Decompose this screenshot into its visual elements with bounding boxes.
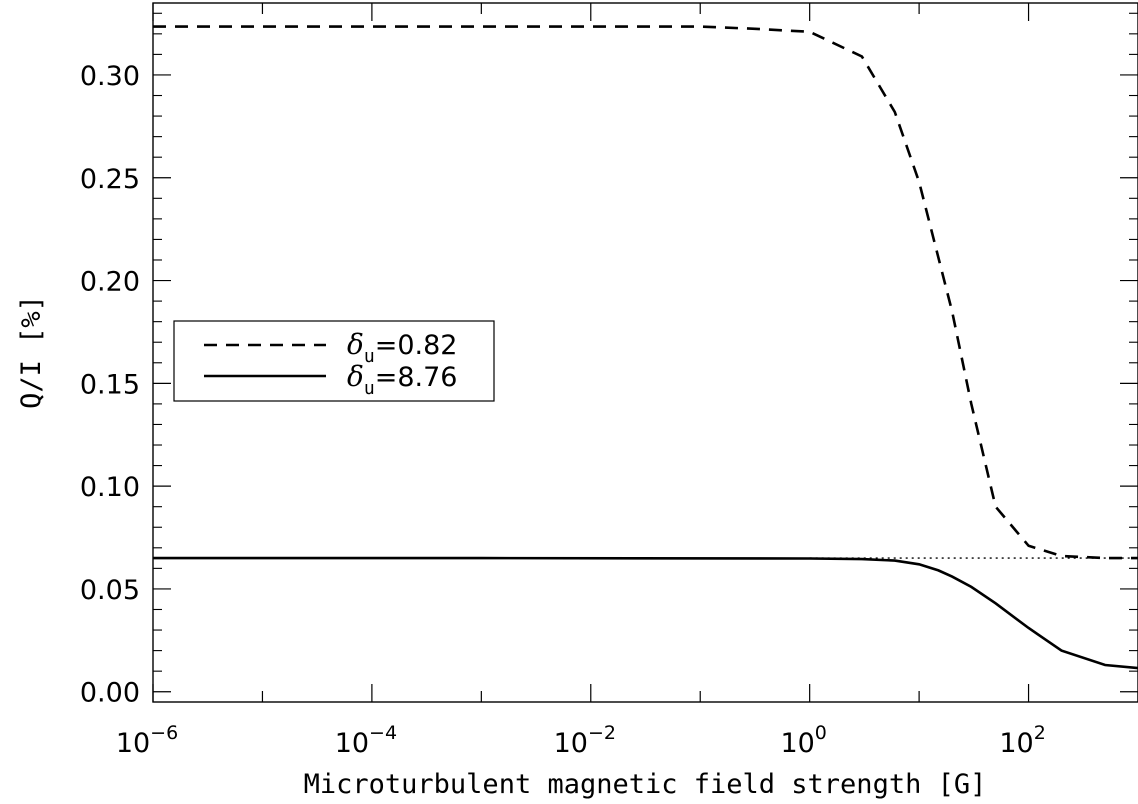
y-axis-title: Q/I [%] bbox=[16, 295, 47, 409]
x-tick-label: 100 bbox=[780, 722, 826, 759]
series-line-solid bbox=[153, 556, 1138, 670]
x-tick-label: 10−4 bbox=[335, 722, 397, 759]
x-axis-title: Microturbulent magnetic field strength [… bbox=[304, 769, 987, 800]
y-tick-label: 0.05 bbox=[80, 575, 140, 606]
y-tick-label: 0.30 bbox=[80, 61, 140, 92]
y-tick-label: 0.25 bbox=[80, 164, 140, 195]
series-line-dashed bbox=[153, 25, 1138, 560]
y-tick-label: 0.10 bbox=[80, 472, 140, 503]
x-tick-label: 102 bbox=[999, 722, 1045, 759]
axis-ticks bbox=[152, 3, 1138, 702]
y-tick-label: 0.20 bbox=[80, 267, 140, 298]
legend-box bbox=[173, 320, 495, 402]
plot-frame bbox=[152, 2, 1138, 703]
y-tick-label: 0.15 bbox=[80, 369, 140, 400]
legend-label-1: δu=8.76 bbox=[347, 360, 457, 399]
legend: δu=0.82 δu=8.76 bbox=[173, 320, 495, 402]
y-tick-label: 0.00 bbox=[80, 678, 140, 709]
series-layer bbox=[153, 25, 1138, 670]
axis-tick-labels: 10−6 10−4 10−2 100 102 0.00 0.05 0.10 0.15 0.20 0.… bbox=[80, 61, 1046, 759]
legend-label-0: δu=0.82 bbox=[347, 328, 457, 367]
x-tick-label: 10−6 bbox=[116, 722, 178, 759]
x-tick-label: 10−2 bbox=[554, 722, 616, 759]
